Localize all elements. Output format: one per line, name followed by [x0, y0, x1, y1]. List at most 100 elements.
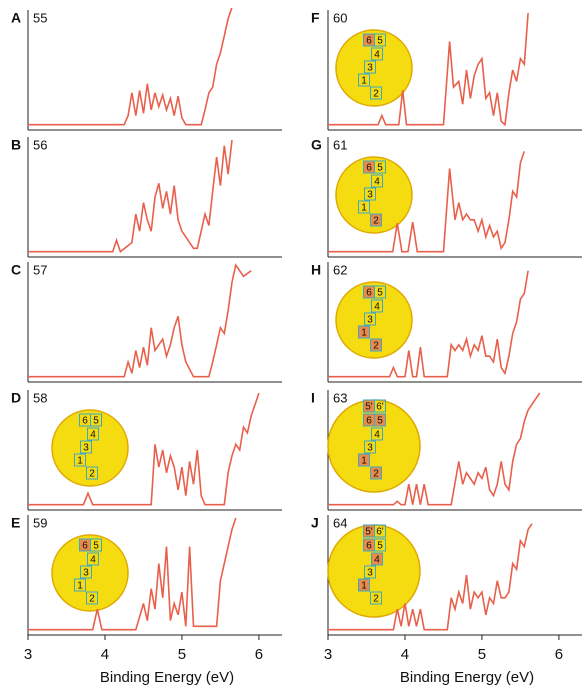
site-box	[74, 453, 86, 467]
site-label: 5'	[365, 402, 373, 413]
site-label: 3	[367, 190, 373, 201]
panel-number: 55	[33, 10, 47, 25]
site-box	[370, 466, 382, 480]
site-box	[371, 299, 383, 313]
site-box	[90, 413, 102, 427]
site-box	[371, 427, 383, 441]
site-box	[80, 565, 92, 579]
site-box	[371, 174, 383, 188]
x-tick-label: 3	[324, 646, 332, 663]
x-tick-label: 5	[478, 646, 486, 663]
site-label: 6	[366, 288, 372, 299]
site-label: 1	[361, 581, 367, 592]
spectrum-line	[28, 139, 233, 254]
site-box	[358, 73, 370, 87]
spectrum-line	[328, 151, 526, 253]
panel-number: 58	[33, 390, 47, 405]
site-box	[358, 453, 370, 467]
x-tick-label: 3	[24, 646, 32, 663]
site-box	[374, 285, 386, 299]
spectrum-line	[328, 270, 529, 378]
panel-number: 61	[333, 137, 347, 152]
site-label: 3	[83, 568, 89, 579]
site-box	[374, 524, 386, 538]
panel-letter: E	[11, 515, 20, 531]
site-label: 6	[366, 541, 372, 552]
panel-letter: F	[311, 10, 320, 26]
site-box	[370, 213, 382, 227]
site-label: 2	[373, 341, 379, 352]
panel-number: 59	[33, 515, 47, 530]
site-box	[374, 399, 386, 413]
inset-circle	[335, 156, 413, 234]
site-label: 2	[373, 469, 379, 480]
site-label: 6'	[376, 402, 384, 413]
site-label: 6'	[376, 527, 384, 538]
panel-letter: H	[311, 262, 321, 278]
spectrum-line	[28, 517, 237, 631]
site-label: 6	[366, 36, 372, 47]
site-box	[370, 591, 382, 605]
panel-letter: I	[311, 390, 315, 406]
site-box	[86, 591, 98, 605]
site-label: 3	[367, 443, 373, 454]
site-box	[364, 312, 376, 326]
site-label: 6	[82, 541, 88, 552]
inset-circle	[335, 281, 413, 359]
site-box	[374, 33, 386, 47]
site-label: 4	[374, 430, 380, 441]
site-box	[370, 86, 382, 100]
site-label: 5	[377, 416, 383, 427]
inset-circle	[51, 534, 129, 612]
site-label: 1	[77, 581, 83, 592]
panel-letter: D	[11, 390, 21, 406]
site-box	[80, 440, 92, 454]
site-label: 3	[367, 63, 373, 74]
site-label: 4	[374, 177, 380, 188]
site-label: 5	[377, 163, 383, 174]
panel-number: 56	[33, 137, 47, 152]
site-box	[374, 160, 386, 174]
panel-letter: G	[311, 137, 322, 153]
panel-letter: C	[11, 262, 21, 278]
panel-letter: A	[11, 10, 21, 26]
site-label: 1	[361, 76, 367, 87]
site-label: 2	[89, 469, 95, 480]
panel-letter: J	[311, 515, 319, 531]
site-label: 1	[361, 203, 367, 214]
site-label: 5	[377, 36, 383, 47]
site-box	[364, 565, 376, 579]
x-tick-label: 5	[178, 646, 186, 663]
site-label: 4	[90, 430, 96, 441]
site-label: 4	[374, 302, 380, 313]
x-tick-label: 6	[555, 646, 563, 663]
site-label: 5'	[365, 527, 373, 538]
x-tick-label: 4	[401, 646, 409, 663]
inset-circle	[51, 409, 129, 487]
site-label: 3	[367, 568, 373, 579]
site-box	[364, 187, 376, 201]
site-box	[90, 538, 102, 552]
site-label: 4	[374, 555, 380, 566]
site-label: 6	[82, 416, 88, 427]
site-box	[74, 578, 86, 592]
x-tick-label: 4	[101, 646, 109, 663]
x-axis-label: Binding Energy (eV)	[400, 669, 534, 686]
site-box	[374, 413, 386, 427]
site-box	[86, 466, 98, 480]
site-label: 1	[77, 456, 83, 467]
site-box	[358, 325, 370, 339]
site-label: 4	[374, 50, 380, 61]
panel-number: 64	[333, 515, 347, 530]
site-label: 2	[373, 216, 379, 227]
site-label: 1	[361, 328, 367, 339]
site-box	[370, 338, 382, 352]
site-label: 2	[89, 594, 95, 605]
site-label: 6	[366, 163, 372, 174]
spectrum-line	[328, 523, 533, 631]
site-label: 4	[90, 555, 96, 566]
site-label: 5	[377, 541, 383, 552]
panel-number: 63	[333, 390, 347, 405]
spectrum-line	[28, 8, 233, 126]
